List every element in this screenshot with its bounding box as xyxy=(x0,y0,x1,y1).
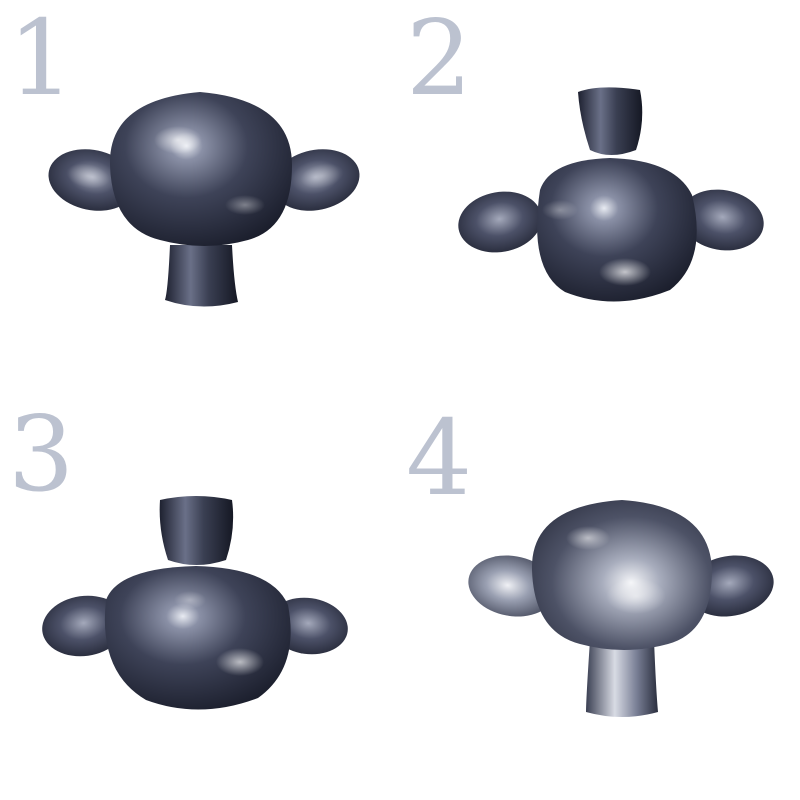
monkey-head-model xyxy=(42,496,348,710)
panel-label: 1 xyxy=(8,0,74,119)
panel-label: 3 xyxy=(8,393,74,515)
panel-label: 2 xyxy=(406,0,472,119)
panel-3: 3 xyxy=(0,400,400,800)
panel-label: 4 xyxy=(406,397,472,519)
panel-2: 2 xyxy=(400,0,800,400)
panel-1: 1 xyxy=(0,0,400,400)
monkey-head-model xyxy=(48,92,360,307)
panel-4: 4 xyxy=(400,400,800,800)
monkey-head-model xyxy=(458,87,764,302)
monkey-head-model xyxy=(468,500,774,717)
